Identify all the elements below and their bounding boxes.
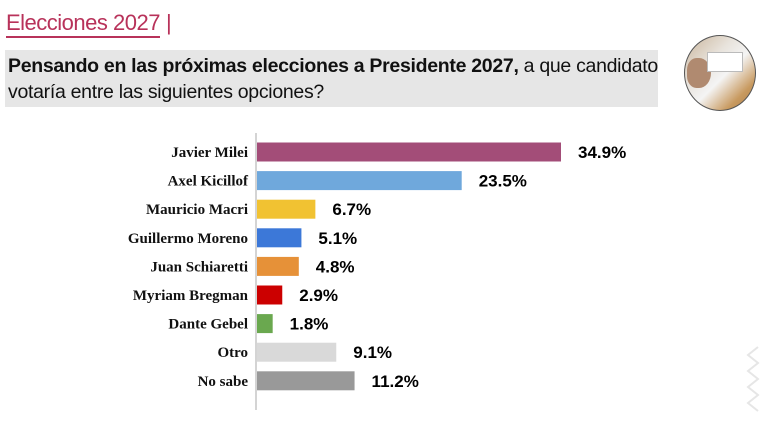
question-text: Pensando en las próximas elecciones a Pr… xyxy=(8,53,658,105)
bar xyxy=(257,314,273,334)
category-label: No sabe xyxy=(198,374,249,390)
ballot-box-photo xyxy=(684,35,756,111)
chevron-decoration-icon xyxy=(746,346,760,412)
category-label: Guillermo Moreno xyxy=(128,231,248,247)
section-title-text: Elecciones 2027 xyxy=(6,10,160,38)
category-label: Axel Kicillof xyxy=(168,174,249,190)
bar xyxy=(257,228,302,248)
category-label: Javier Milei xyxy=(171,145,248,161)
data-label: 34.9% xyxy=(578,143,626,162)
bar xyxy=(257,371,355,391)
category-label: Mauricio Macri xyxy=(146,202,248,218)
bar xyxy=(257,285,283,305)
data-label: 1.8% xyxy=(290,315,329,334)
question-bold: Pensando en las próximas elecciones a Pr… xyxy=(8,55,519,77)
category-label: Dante Gebel xyxy=(168,317,248,333)
category-label: Otro xyxy=(217,345,248,361)
title-separator: | xyxy=(165,10,172,35)
data-label: 9.1% xyxy=(353,343,392,362)
data-label: 2.9% xyxy=(299,286,338,305)
bar xyxy=(257,171,462,191)
section-title: Elecciones 2027 | xyxy=(6,10,172,38)
data-label: 6.7% xyxy=(332,200,371,219)
data-label: 23.5% xyxy=(479,172,527,191)
data-label: 5.1% xyxy=(318,229,357,248)
bar xyxy=(257,199,316,219)
ballot-paper-shape xyxy=(707,52,743,72)
bar xyxy=(257,256,299,276)
category-label: Myriam Bregman xyxy=(133,288,249,304)
data-label: 11.2% xyxy=(372,372,419,391)
bar xyxy=(257,342,337,362)
category-label: Juan Schiaretti xyxy=(150,259,248,275)
data-label: 4.8% xyxy=(316,257,355,276)
question-background xyxy=(5,50,658,107)
bar xyxy=(257,142,561,162)
question-rest: a que candidato votaría entre las siguie… xyxy=(8,55,658,103)
